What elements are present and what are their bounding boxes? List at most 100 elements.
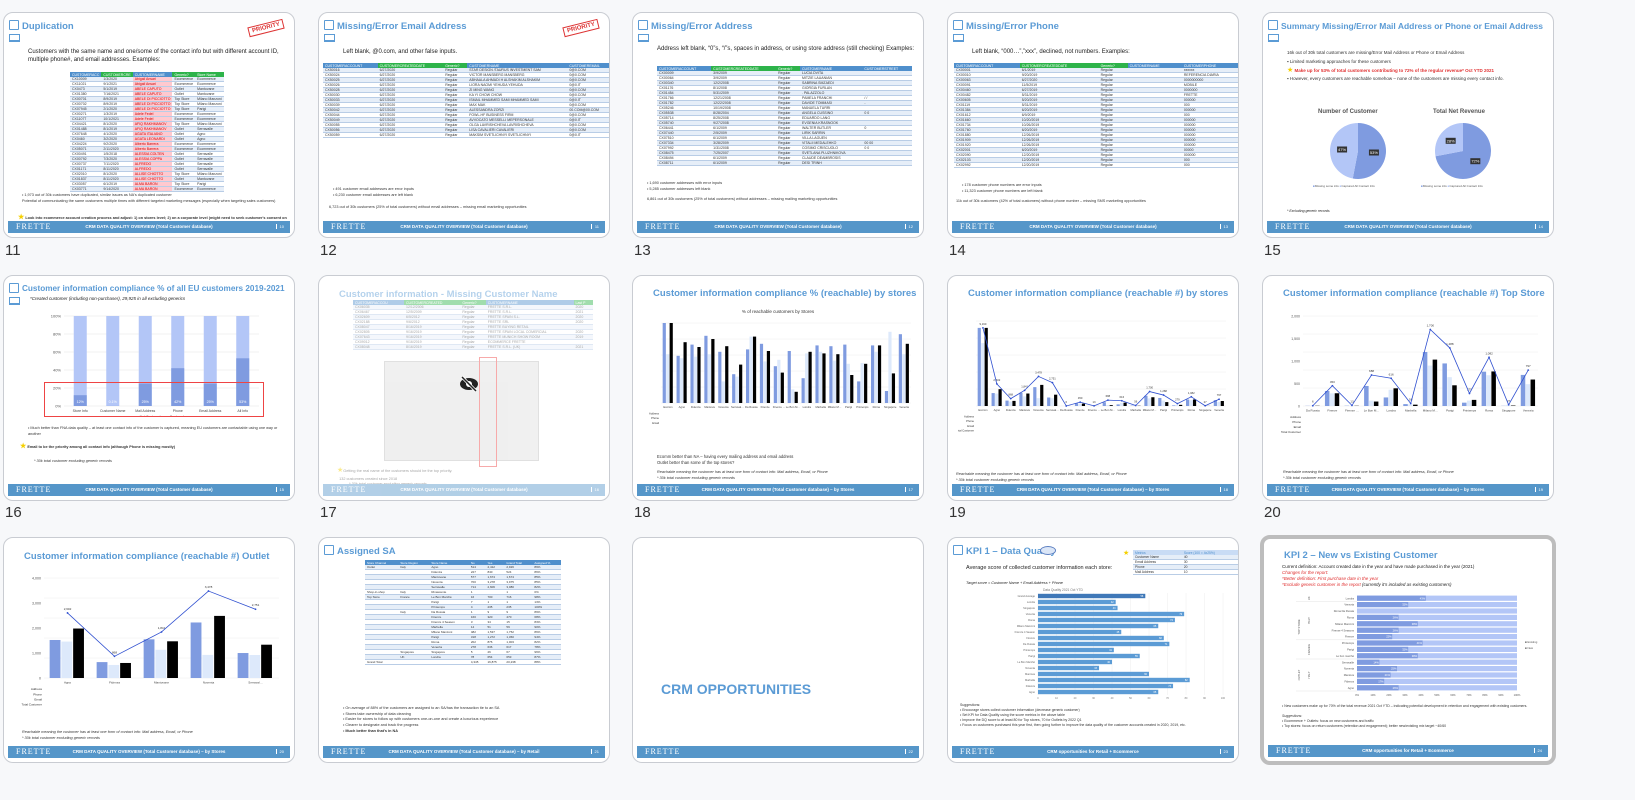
data-label: 13 xyxy=(1350,399,1354,403)
slide-thumbnail-16[interactable]: Customer information compliance % of all… xyxy=(3,275,295,501)
slide-thumbnail-13[interactable]: Missing/Error Address Address left blank… xyxy=(632,12,924,238)
x-tick-label: Singapore xyxy=(1199,408,1212,412)
table-cell: FRETTE xyxy=(1181,92,1238,99)
column-header[interactable]: Yes xyxy=(485,560,505,565)
table-cell: Abigail Ansari xyxy=(132,77,173,83)
column-header[interactable]: CUSTOMERCREATEDDATE xyxy=(377,63,444,68)
table-row: Serravalle 714 2,606 3,080 82% xyxy=(365,584,561,591)
column-header[interactable]: Generic? xyxy=(1098,63,1128,68)
slide-thumbnail-24[interactable]: KPI 1 – Data Quality Average score of co… xyxy=(947,537,1239,763)
column-header[interactable]: CUSTOMERCREATEDDATE xyxy=(1019,63,1099,68)
table-cell: Regular xyxy=(776,160,801,167)
slide-thumbnail-12[interactable]: Missing/Error Email Address PRIORITY Lef… xyxy=(318,12,610,238)
column-header[interactable]: No xyxy=(468,560,486,565)
bar xyxy=(1038,683,1174,689)
table-cell: Le Bon Marché xyxy=(429,594,469,601)
column-header[interactable]: CUSTOMERPHONE xyxy=(1181,63,1238,68)
column-header[interactable]: CUSTOMERCREATEDDATE xyxy=(711,66,777,71)
column-header[interactable]: CUSTOMERACCOUNT xyxy=(323,63,378,68)
summary: 6,723 out of 30k customers (25% of total… xyxy=(329,205,527,209)
table-cell: CX07510 xyxy=(657,135,712,142)
bullet-list: • On average of 88% of the customers are… xyxy=(343,706,500,733)
slide-number: 18 xyxy=(634,504,651,521)
table-cell: 86% xyxy=(532,569,561,576)
x-tick-label: Ecomm xyxy=(978,408,988,412)
column-header[interactable]: Generic? xyxy=(172,72,196,77)
column-header[interactable]: Generic? xyxy=(460,300,486,305)
table-cell: DESI TRINH xyxy=(800,160,863,167)
table-row: CX50033 6/27/2020 Regular ISMAIL MHAMMED SA… xyxy=(323,97,609,104)
column-header[interactable]: CUSTOMERNAME xyxy=(485,300,574,305)
column-header[interactable]: CUSTOMERNAME xyxy=(1127,63,1182,68)
column-header[interactable]: Last P xyxy=(573,300,593,305)
column-header[interactable]: CUSTOMERACCOUNT xyxy=(954,63,1020,68)
column-header[interactable]: Store Region xyxy=(398,560,430,565)
table-cell: 2/5/2009 xyxy=(711,130,777,137)
table-cell xyxy=(398,629,430,636)
slide-thumbnail-11[interactable]: Duplication PRIORITY Customers with the … xyxy=(3,12,295,238)
column-header[interactable]: Store Channel xyxy=(365,560,399,565)
column-header[interactable]: CUSTOMERNAME xyxy=(467,63,568,68)
table-cell: 9/2/2020 xyxy=(101,141,133,148)
page-number: 20 xyxy=(275,749,284,754)
bar xyxy=(1038,677,1190,683)
slide-title: KPI 1 – Data Quality xyxy=(966,546,1056,557)
column-header[interactable]: Assigned % xyxy=(532,560,561,565)
table-cell xyxy=(862,115,912,122)
bar-phone xyxy=(680,358,684,403)
table-row: CX05538 8/28/2004 Regular ANGELA CUSSINO 0 0 xyxy=(657,110,912,117)
table-cell: 00.COM@00.COM xyxy=(567,107,609,114)
table-cell: CX01454 xyxy=(657,90,712,97)
table-row: CX00001 6/1/2019 Regular xxxxxx xyxy=(954,68,1238,74)
slide-thumbnail-22[interactable]: Assigned SA Store Channel Store Region Sto… xyxy=(318,537,610,763)
slide-thumbnail-18[interactable]: Customer information compliance % (reach… xyxy=(632,275,924,501)
table-cell: Regular xyxy=(460,324,486,331)
table-cell: 6/27/2020 xyxy=(377,112,444,119)
column-header[interactable]: CUSTOMEREMAIL xyxy=(567,63,609,68)
column-header[interactable]: Grand Total xyxy=(504,560,533,565)
table-cell: CX0460 xyxy=(70,136,102,143)
slide-thumbnail-23[interactable]: CRM OPPORTUNITIES FRETTE 22 xyxy=(632,537,924,763)
slide-thumbnail-20[interactable]: Customer information compliance (reachab… xyxy=(1262,275,1554,501)
column-header[interactable]: Generic? xyxy=(776,66,801,71)
column-header[interactable]: Score (100 = 4x25%) xyxy=(1181,550,1238,555)
table-cell: Regular xyxy=(776,95,801,102)
column-header[interactable]: CUSTOMERACCOU xyxy=(353,300,405,305)
table-cell xyxy=(365,619,399,626)
column-header[interactable]: CUSTOMERACCOUNT xyxy=(657,66,712,71)
slide-thumbnail-19[interactable]: Customer information compliance (reachab… xyxy=(947,275,1239,501)
data-label: 616 xyxy=(1389,372,1394,376)
summary: 6,861 out of 30k customers (25% of total… xyxy=(647,197,838,201)
table-cell xyxy=(1127,127,1182,134)
table-cell: Regular xyxy=(1098,72,1128,79)
table-cell: Italy xyxy=(398,589,430,596)
column-header[interactable]: Store Name xyxy=(195,72,224,77)
column-header[interactable]: CUSTOMERCREATED xyxy=(404,300,461,305)
table-row: Printemps 4 235 235 100% xyxy=(365,604,561,611)
column-header[interactable]: CUSTOMERACC xyxy=(70,72,102,77)
table-cell: CX50024 xyxy=(323,72,378,79)
column-header[interactable]: CUSTOMERNAME xyxy=(800,66,863,71)
column-header[interactable]: CUSTOMERNAME xyxy=(132,72,173,77)
column-header[interactable]: Metrics xyxy=(1133,550,1182,555)
column-header[interactable]: CUSTOMERCRE xyxy=(101,72,133,77)
slide-thumbnail-25-selected[interactable]: KPI 2 – New vs Existing Customer Current… xyxy=(1260,535,1556,765)
table-cell: 5/31/2019 xyxy=(1019,92,1099,99)
page-number: 23 xyxy=(1219,749,1228,754)
column-header[interactable]: Generic? xyxy=(443,63,468,68)
column-header[interactable]: CUSTOMERSTREET xyxy=(862,66,912,71)
slide-thumbnail-21[interactable]: Customer information compliance (reachab… xyxy=(3,537,295,763)
slide-thumbnail-17-hidden[interactable]: Customer information - Missing Customer … xyxy=(318,275,610,501)
bar-phone xyxy=(666,354,670,403)
table-cell: ABELE DI PICCIOTTO xyxy=(132,106,173,113)
table-cell: 577 xyxy=(468,574,486,581)
slide-thumbnail-14[interactable]: Missing/Error Phone Left blank, “000…”,”… xyxy=(947,12,1239,238)
column-header[interactable]: Store Name xyxy=(429,560,469,565)
table-cell: FOWL-HF BUSINESS FIRM xyxy=(467,112,568,119)
table-cell xyxy=(1127,137,1182,144)
table-cell: 6/27/2020 xyxy=(377,102,444,109)
slide-thumbnail-15[interactable]: Summary Missing/Error Mail Address or Ph… xyxy=(1262,12,1554,238)
bar-email xyxy=(752,336,757,403)
table-cell: CX50026 xyxy=(323,82,378,89)
star-icon: ★ xyxy=(337,467,344,474)
